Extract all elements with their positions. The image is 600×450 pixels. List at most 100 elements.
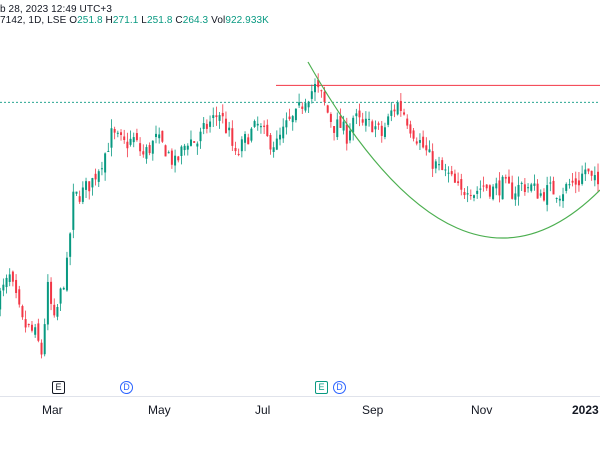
candle [504,174,507,184]
candle [380,120,383,143]
candle-body [393,109,396,112]
earnings-event-icon[interactable]: E [315,381,328,394]
candle-body [562,194,565,202]
candle-body [399,100,402,112]
candle [129,130,132,147]
dividend-event-icon[interactable]: D [120,381,133,394]
candle-body [358,110,361,118]
candle [231,120,234,151]
earnings-event-icon[interactable]: E [52,381,65,394]
candle-body [88,181,91,192]
candle [368,111,371,127]
candle-body [523,184,526,192]
candle [415,137,418,146]
candle [30,320,33,333]
candle [275,130,278,151]
candle [387,113,390,128]
candle [336,112,339,140]
dividend-event-icon[interactable]: D [333,381,346,394]
candle-body [469,195,472,197]
candle-body [161,130,164,142]
candle [304,98,307,113]
candle-body [555,197,558,199]
candle [536,179,539,199]
ohlc-key-l: L [138,15,147,26]
candle-body [263,125,266,127]
candle-body [447,172,450,174]
candle-body [434,161,437,169]
candle-body [371,121,374,133]
candle-body [85,181,88,190]
candle [116,130,119,138]
candle [50,277,53,311]
candle-body [151,140,154,154]
candle [568,178,571,189]
candle [8,268,11,287]
rounding-bottom-curve[interactable] [307,61,600,239]
ohlc-key-o: O [69,15,78,26]
candle-body [450,171,453,175]
candle [37,318,40,343]
candle [113,126,116,140]
candle [142,144,145,158]
candle-body [565,184,568,191]
candle [199,127,202,149]
candle-body [11,271,14,282]
candle-body [453,173,456,183]
candle [212,107,215,127]
candle-body [495,183,498,189]
candle-body [65,257,68,291]
candle [418,133,421,150]
candle-body [364,118,367,126]
candle [81,181,84,205]
candle [329,112,332,128]
candle [352,115,355,141]
candle-body [189,139,192,146]
candle [450,165,453,177]
candle [476,186,479,199]
candle-body [59,288,62,304]
candle-body [27,324,30,326]
info-timestamp: b 28, 2023 12:49 UTC+3 [0,4,112,15]
candle [148,142,151,156]
candle [444,163,447,177]
candle-body [301,106,304,109]
candle [393,104,396,118]
candle [145,144,148,164]
candle-body [310,91,313,99]
candle [403,108,406,116]
candle [441,157,444,171]
candle-body [285,120,288,128]
candle [43,318,46,357]
candle-body [345,124,348,144]
candle-body [317,79,320,88]
candle-body [476,190,479,194]
candle-body [275,138,278,150]
candle [301,102,304,115]
candle-body [37,323,40,341]
candle-body [272,147,275,152]
candle-body [218,115,221,121]
candle [485,184,488,191]
candle-body [0,290,2,310]
candle [314,78,316,101]
candle-body [304,103,307,111]
candle-body [390,110,393,116]
candle-body [174,155,177,166]
candle [584,162,587,181]
candle [479,180,482,199]
time-axis-line [0,396,600,397]
candle [282,118,285,143]
candle [546,176,549,212]
candle-body [120,132,123,135]
candle-body [552,180,555,195]
candle [457,172,460,186]
candle [69,232,72,266]
candle [520,181,523,192]
candle-body [441,160,444,170]
candle [466,186,469,203]
candle [158,127,161,144]
candle-body [234,147,237,152]
candle [310,84,313,104]
